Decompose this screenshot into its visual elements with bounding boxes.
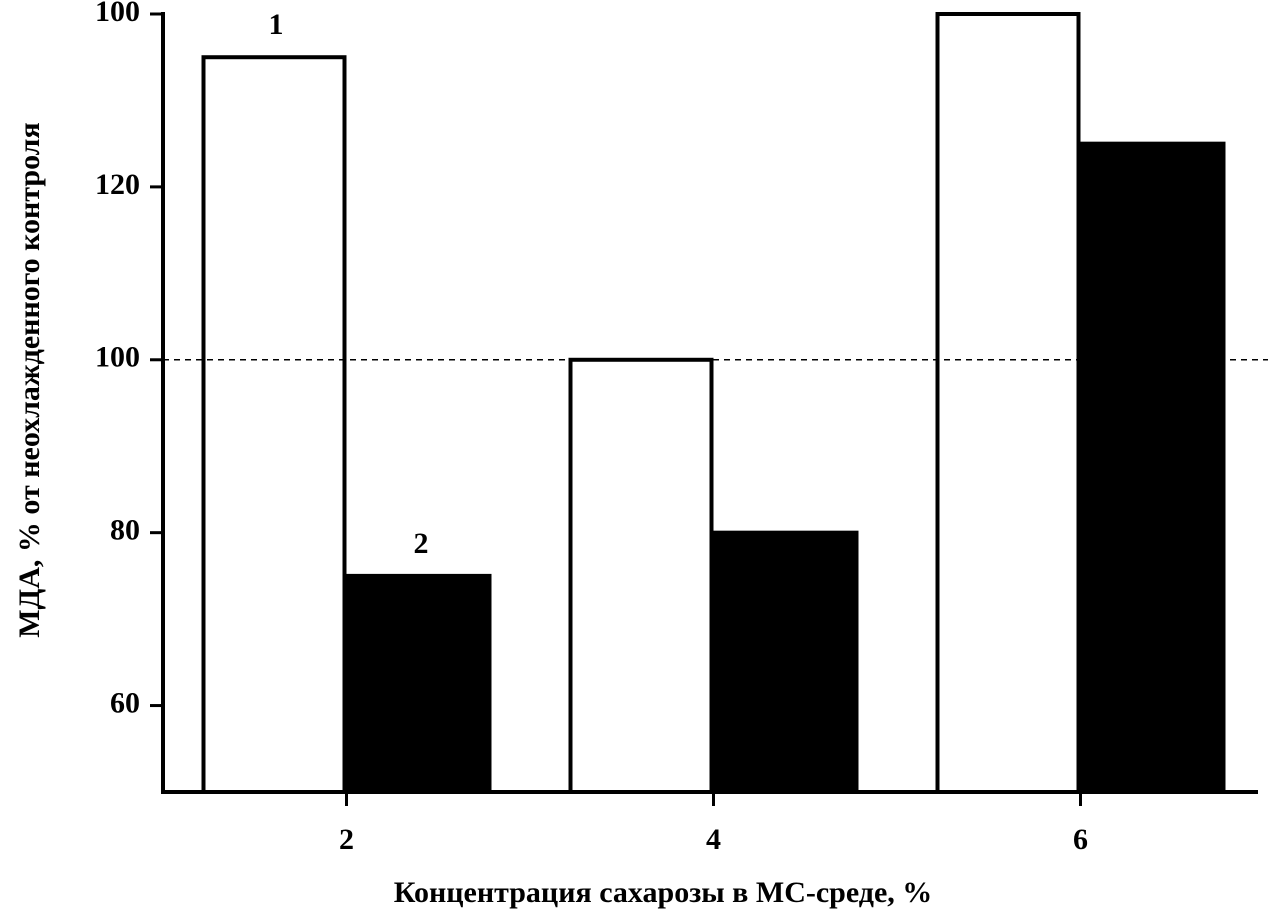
y-tick-label: 100 bbox=[95, 0, 140, 28]
bar bbox=[346, 573, 492, 795]
bar bbox=[568, 357, 714, 794]
bar bbox=[1080, 141, 1226, 794]
y-axis-label: МДА, % от неохлажденного контроля bbox=[13, 122, 46, 637]
y-tick-label: 60 bbox=[110, 686, 140, 719]
y-tick-label: 80 bbox=[110, 514, 140, 547]
x-tick-label: 6 bbox=[1073, 823, 1088, 856]
y-tick-label: 100 bbox=[95, 341, 140, 374]
x-tick-label: 2 bbox=[339, 823, 354, 856]
x-tick-label: 4 bbox=[706, 823, 721, 856]
y-tick-label: 120 bbox=[95, 168, 140, 201]
x-axis-label: Концентрация сахарозы в МС-среде, % bbox=[394, 876, 933, 909]
series-label: 2 bbox=[414, 527, 429, 560]
bar bbox=[201, 55, 347, 794]
series-label: 1 bbox=[269, 8, 284, 41]
bar bbox=[713, 530, 859, 795]
bar bbox=[935, 12, 1081, 794]
